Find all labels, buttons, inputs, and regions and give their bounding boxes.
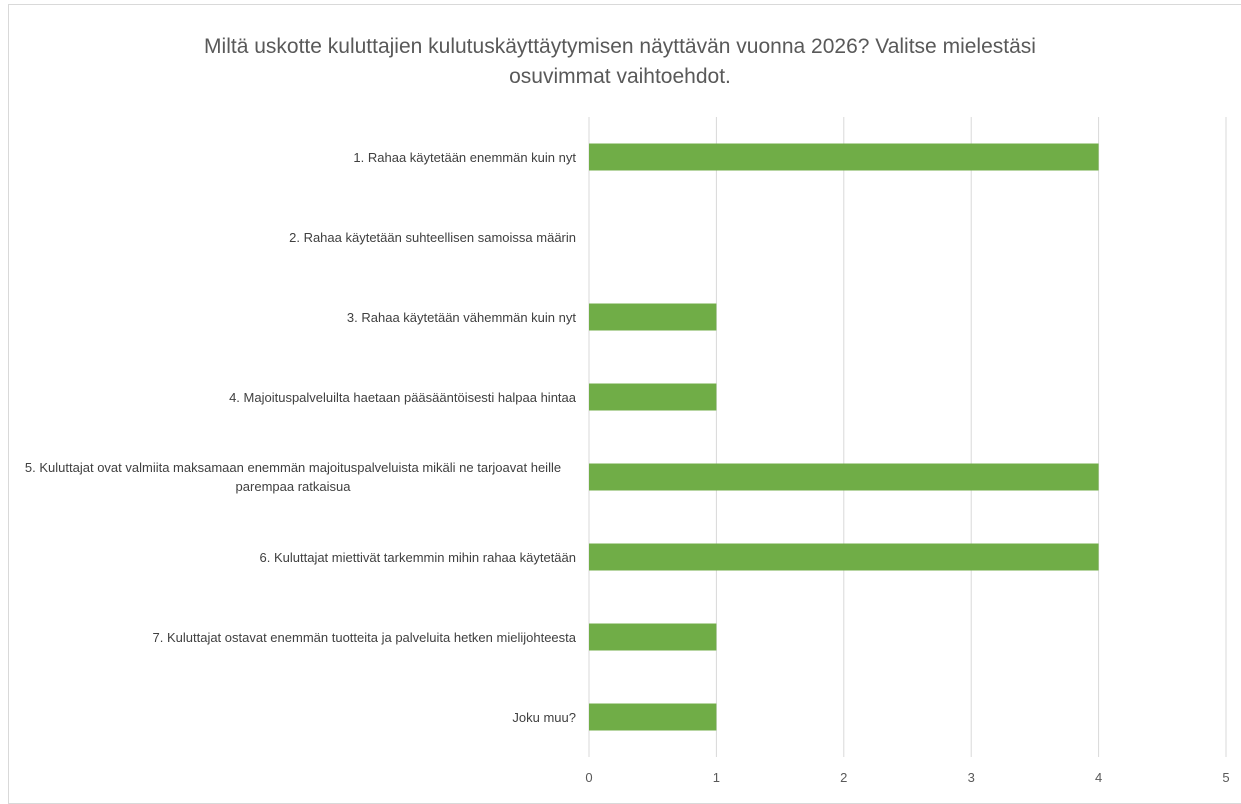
chart-title: Miltä uskotte kuluttajien kulutuskäyttäy… xyxy=(204,35,1036,88)
y-tick-label: Joku muu? xyxy=(512,709,576,725)
bar xyxy=(589,543,1099,571)
y-tick-label: 5. Kuluttajat ovat valmiita maksamaan en… xyxy=(24,460,562,494)
bar xyxy=(589,463,1099,491)
bar xyxy=(589,143,1099,171)
x-tick-label: 2 xyxy=(840,770,848,785)
y-tick-label: 6. Kuluttajat miettivät tarkemmin mihin … xyxy=(259,549,576,565)
y-tick-label: 1. Rahaa käytetään enemmän kuin nyt xyxy=(353,149,576,165)
x-tick-label: 4 xyxy=(1094,770,1103,785)
y-tick-label: 7. Kuluttajat ostavat enemmän tuotteita … xyxy=(152,629,576,645)
x-tick-label: 3 xyxy=(967,770,975,785)
bar xyxy=(589,303,717,331)
y-tick-label-box: 4. Majoituspalveluilta haetaan pääsääntö… xyxy=(10,367,576,427)
y-tick-label-box: 2. Rahaa käytetään suhteellisen samoissa… xyxy=(10,207,576,267)
y-tick-label: 2. Rahaa käytetään suhteellisen samoissa… xyxy=(289,229,576,245)
y-tick-label-box: 3. Rahaa käytetään vähemmän kuin nyt xyxy=(10,287,576,347)
y-tick-label: 4. Majoituspalveluilta haetaan pääsääntö… xyxy=(229,389,576,405)
bar xyxy=(589,703,717,731)
x-tick-label: 0 xyxy=(585,770,593,785)
y-tick-label: 3. Rahaa käytetään vähemmän kuin nyt xyxy=(346,309,576,325)
y-tick-label-box: 1. Rahaa käytetään enemmän kuin nyt xyxy=(10,127,576,187)
y-tick-label-box: 6. Kuluttajat miettivät tarkemmin mihin … xyxy=(10,527,576,587)
bar xyxy=(589,623,717,651)
x-tick-label: 1 xyxy=(712,770,720,785)
y-tick-label-box: 5. Kuluttajat ovat valmiita maksamaan en… xyxy=(10,447,576,507)
bar xyxy=(589,383,717,411)
x-tick-label: 5 xyxy=(1222,770,1230,785)
y-tick-label-box: Joku muu? xyxy=(10,687,576,747)
y-tick-label-box: 7. Kuluttajat ostavat enemmän tuotteita … xyxy=(10,607,576,667)
